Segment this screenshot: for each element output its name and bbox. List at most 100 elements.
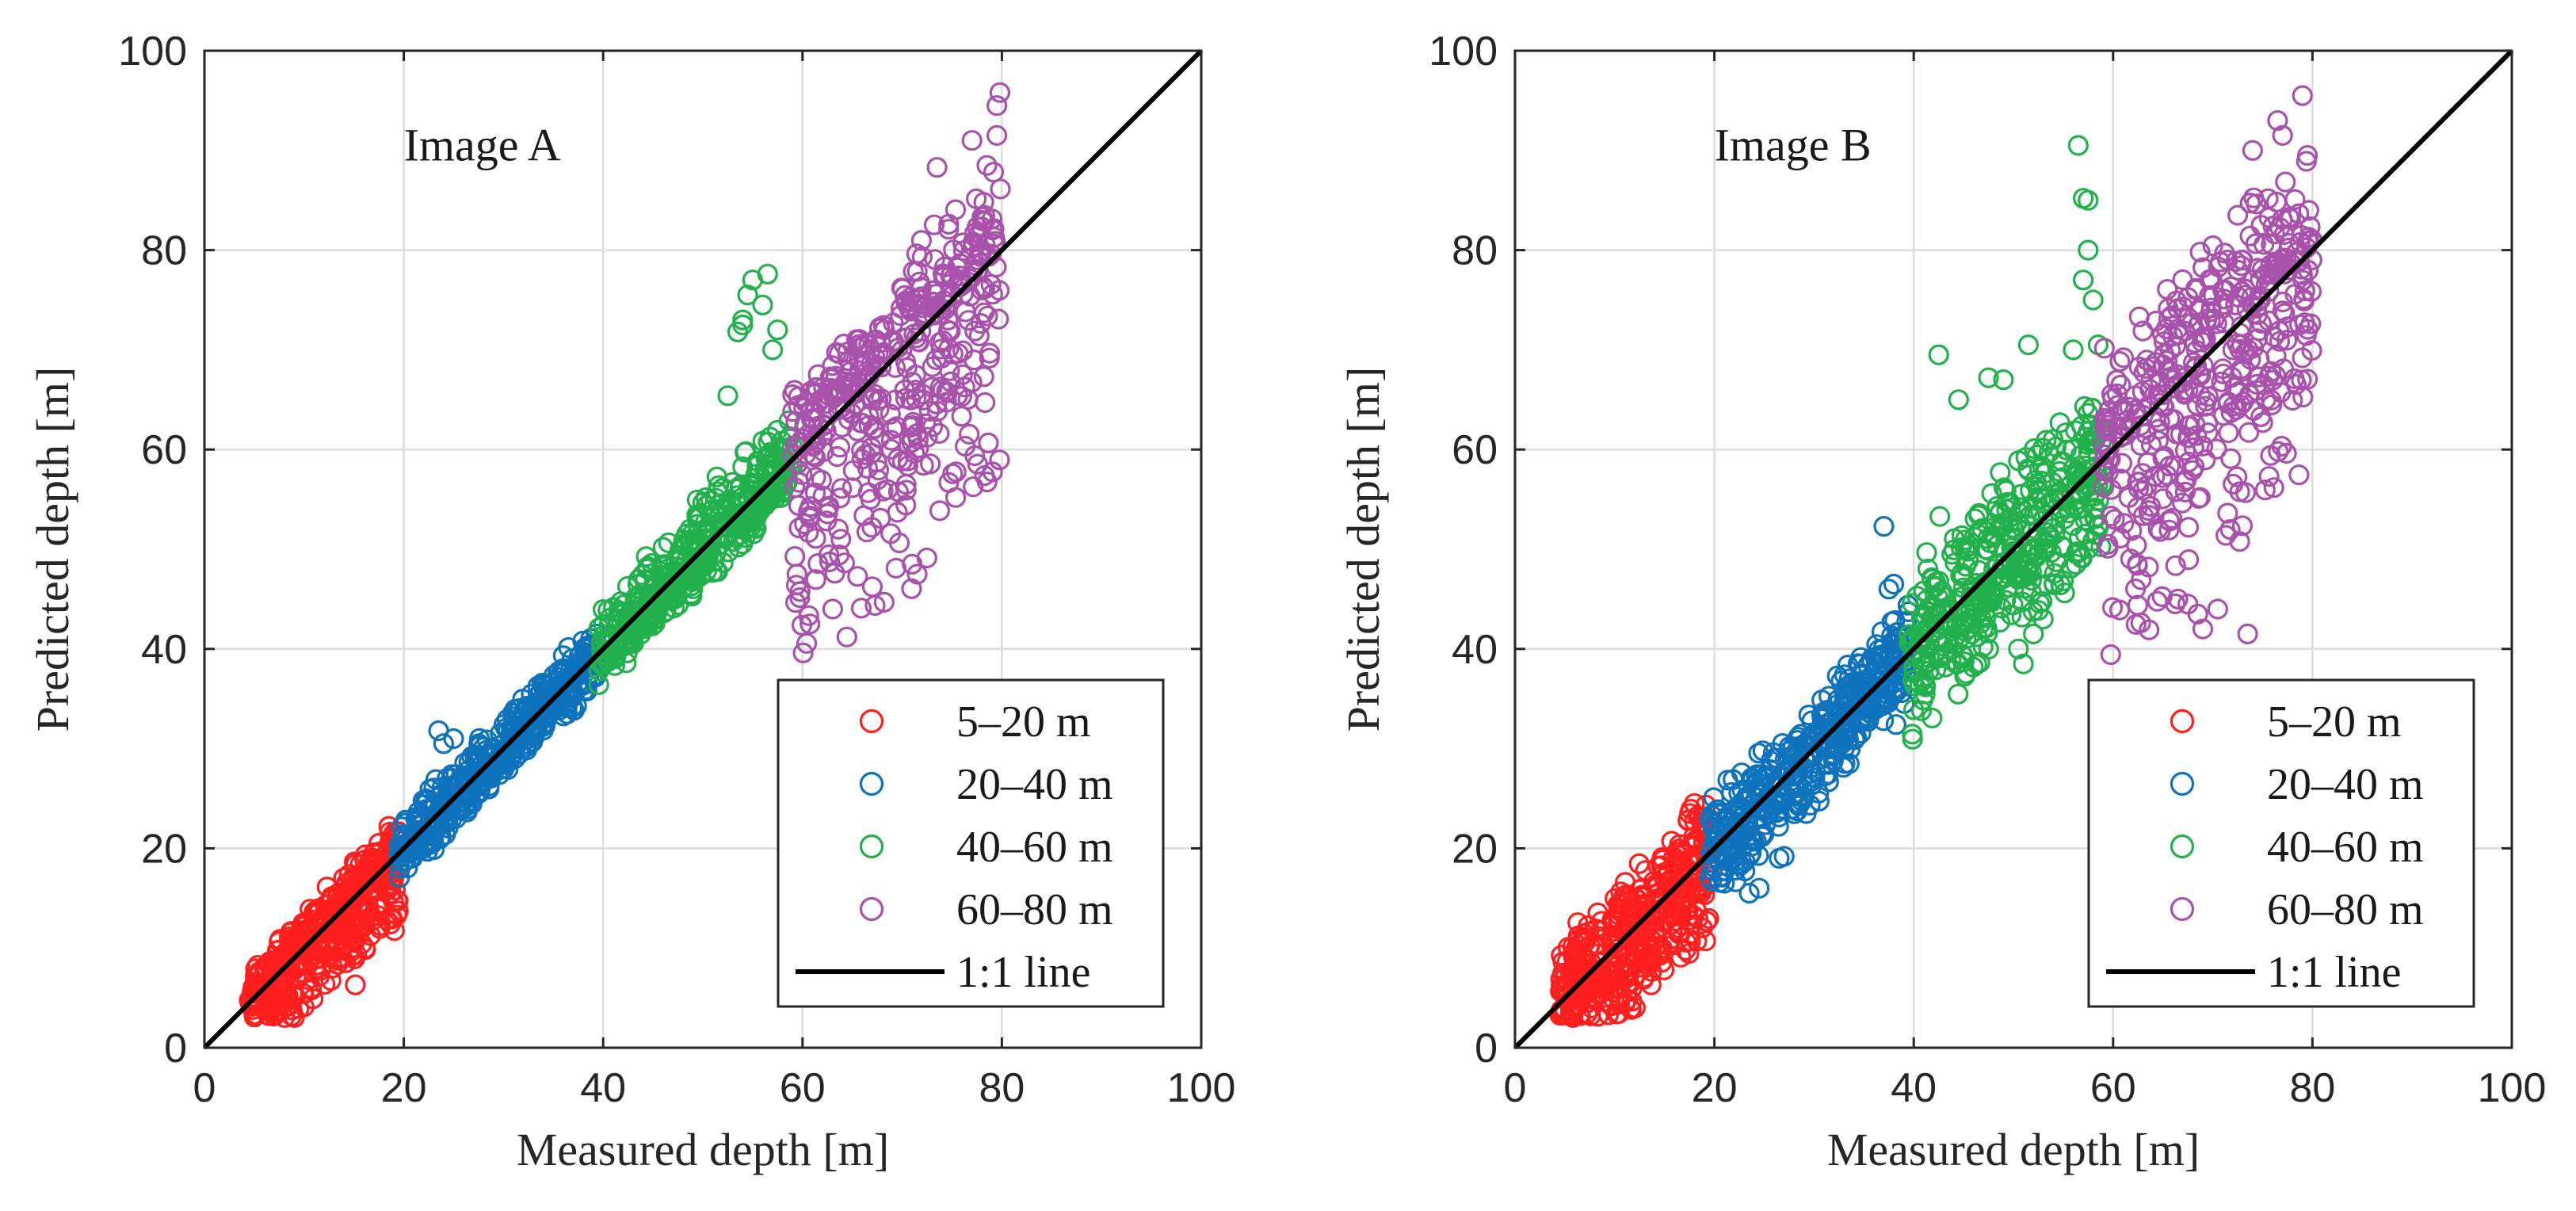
scatter-point-outlier [986, 95, 1008, 117]
scatter-point [1820, 738, 1841, 759]
scatter-point [317, 894, 338, 915]
scatter-point [1825, 694, 1847, 716]
scatter-point [2189, 487, 2211, 508]
scatter-point [805, 569, 826, 590]
scatter-point [2188, 300, 2209, 321]
scatter-point [945, 487, 967, 508]
scatter-point [355, 938, 376, 961]
scatter-point [1996, 499, 2017, 521]
scatter-point-outlier [2272, 124, 2293, 146]
scatter-point [1981, 483, 2002, 504]
scatter-point [2130, 414, 2151, 437]
scatter-point [968, 325, 990, 346]
scatter-point [2025, 470, 2046, 491]
legend-label-40-60: 40–60 m [956, 823, 1113, 872]
legend-marker-5-20 [859, 709, 884, 734]
scatter-point [2265, 365, 2287, 387]
scatter-point [1625, 942, 1647, 963]
scatter-point-outlier [2008, 638, 2029, 659]
scatter-point [734, 441, 756, 463]
scatter-point-outlier [2297, 145, 2318, 166]
scatter-point [2084, 507, 2105, 529]
scatter-point [2110, 527, 2131, 549]
scatter-point [873, 591, 895, 613]
scatter-point [643, 604, 664, 626]
scatter-point [784, 545, 806, 567]
scatter-point [2214, 243, 2235, 264]
scatter-point-outlier [1948, 389, 1969, 411]
ticks: 0 20 40 60 80 100 0 20 40 60 80 100 [1429, 29, 2546, 1111]
scatter-point [292, 915, 314, 938]
scatter-point-outlier [2073, 269, 2094, 291]
scatter-point [2285, 374, 2307, 395]
scatter-point [2167, 298, 2189, 319]
scatter-point [1704, 813, 1725, 835]
scatter-point [1566, 941, 1588, 962]
scatter-point [1849, 693, 1870, 716]
scatter-point [800, 496, 821, 518]
scatter-point [1567, 925, 1589, 947]
scatter-point [979, 347, 1000, 369]
legend-label-40-60: 40–60 m [2267, 823, 2424, 872]
legend-label-20-40: 20–40 m [956, 760, 1113, 809]
scatter-point [883, 332, 904, 353]
scatter-point [1597, 963, 1618, 984]
scatter-point [1950, 565, 1971, 586]
scatter-point [1885, 714, 1906, 735]
scatter-point [1586, 933, 1607, 955]
scatter-point [2168, 324, 2189, 346]
scatter-point-outlier [2063, 339, 2084, 361]
scatter-point [342, 866, 364, 888]
scatter-point [1759, 758, 1780, 781]
scatter-point [344, 851, 365, 873]
scatter-point [862, 418, 884, 440]
scatter-point [923, 214, 945, 235]
scatter-point [576, 673, 598, 694]
scatter-point [2162, 507, 2183, 529]
scatter-point-outlier [1679, 803, 1700, 824]
scatter-point [2165, 555, 2186, 576]
scatter-point [1797, 745, 1819, 766]
scatter-point [2033, 556, 2055, 578]
scatter-point [2213, 288, 2234, 310]
scatter-point [834, 399, 856, 421]
scatter-point [250, 984, 271, 1006]
scatter-point [1995, 590, 2017, 611]
scatter-point [2242, 338, 2265, 359]
scatter-point [1821, 718, 1842, 739]
scatter-point [2078, 486, 2099, 507]
scatter-point [909, 288, 931, 310]
scatter-point [1815, 765, 1836, 787]
scatter-point [292, 983, 314, 1004]
scatter-point [836, 626, 857, 648]
scatter-point [288, 962, 310, 984]
panel-image-b: 0 20 40 60 80 100 0 20 40 60 80 100 Image B Measure… [1338, 29, 2546, 1175]
scatter-point [1640, 974, 1662, 995]
scatter-point [613, 633, 635, 655]
x-tick-label: 0 [193, 1065, 216, 1111]
scatter-point [962, 231, 984, 253]
scatter-point [1700, 808, 1721, 830]
legend-box [2087, 678, 2475, 1008]
scatter-point [880, 438, 902, 460]
scatter-point [1651, 952, 1673, 973]
scatter-point [1914, 674, 1936, 696]
scatter-point [827, 518, 849, 540]
scatter-point [2254, 479, 2276, 501]
scatter-point [1701, 869, 1723, 892]
scatter-point-outlier [1878, 579, 1899, 600]
scatter-point [2107, 395, 2129, 416]
scatter-point [1871, 644, 1892, 666]
scatter-point [2063, 497, 2085, 519]
scatter-point [1922, 707, 1943, 729]
scatter-point-outlier [1873, 515, 1895, 537]
one-to-one-line [202, 48, 1204, 1050]
legend-label-5-20: 5–20 m [2267, 697, 2402, 747]
scatter-point [2234, 278, 2256, 300]
scatter-point [1727, 853, 1749, 875]
scatter-point [1631, 886, 1652, 908]
scatter-point [288, 998, 310, 1019]
scatter-point [1948, 683, 1969, 705]
scatter-point [1717, 770, 1738, 791]
scatter-point [2195, 449, 2216, 471]
